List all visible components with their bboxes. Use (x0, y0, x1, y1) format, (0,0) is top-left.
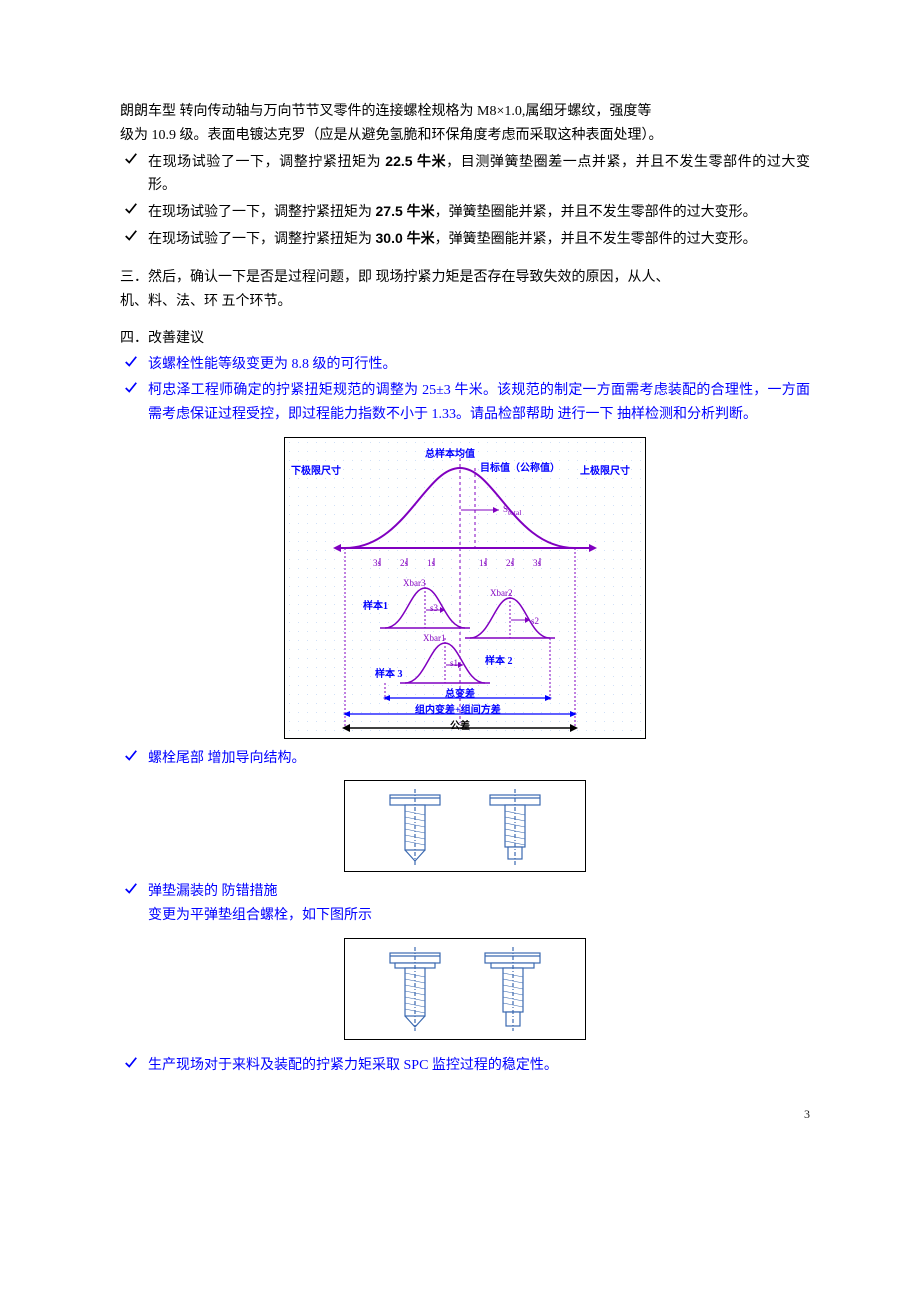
lbl-target: 目标值（公称值） (480, 460, 560, 477)
tick-3s-l: 3s (373, 556, 381, 571)
bolt-guide-figure (344, 780, 586, 872)
check-icon (124, 152, 138, 166)
distribution-chart: 下极限尺寸 上极限尺寸 总样本均值 目标值（公称值） Stotal 3s 2s … (284, 437, 646, 739)
lbl-ss1: s1 (450, 656, 458, 671)
lbl-within: 组内变差+组间方差 (415, 702, 501, 719)
suggestion-1-text: 该螺栓性能等级变更为 8.8 级的可行性。 (148, 357, 397, 372)
intro-line-2: 级为 10.9 级。表面电镀达克罗（应是从避免氢脆和环保角度考虑而采取这种表面处… (120, 124, 810, 148)
tick-1s-l: 1s (427, 556, 435, 571)
bolt-tail-text: 螺栓尾部 增加导向结构。 (148, 751, 306, 766)
test-3-val: 30.0 牛米 (376, 230, 435, 246)
test-item-1: 在现场试验了一下，调整拧紧扭矩为 22.5 牛米，目测弹簧垫圈差一点并紧，并且不… (120, 150, 810, 199)
spc-text: 生产现场对于来料及装配的拧紧力矩采取 SPC 监控过程的稳定性。 (148, 1058, 558, 1073)
suggestion-2-text: 柯忠泽工程师确定的拧紧扭矩规范的调整为 25±3 牛米。该规范的制定一方面需考虑… (148, 383, 810, 422)
lbl-ss2: s2 (531, 614, 539, 629)
page: 朗朗车型 转向传动轴与万向节节叉零件的连接螺栓规格为 M8×1.0,属细牙螺纹，… (0, 0, 920, 1164)
lbl-xbar3: Xbar3 (403, 576, 426, 591)
bolt-svg-1 (345, 781, 585, 871)
lbl-lower: 下极限尺寸 (291, 463, 341, 480)
lbl-tol: 公差 (450, 718, 470, 735)
test-3-pre: 在现场试验了一下，调整拧紧扭矩为 (148, 232, 376, 247)
test-2-val: 27.5 牛米 (376, 203, 435, 219)
bolt-washer-figure (344, 938, 586, 1040)
intro-line-1: 朗朗车型 转向传动轴与万向节节叉零件的连接螺栓规格为 M8×1.0,属细牙螺纹，… (120, 100, 810, 124)
bolt-svg-2 (345, 939, 585, 1039)
suggestion-spring: 弹垫漏装的 防错措施 变更为平弹垫组合螺栓，如下图所示 (120, 880, 810, 928)
lbl-s2: 样本 2 (485, 653, 513, 670)
test-1-pre: 在现场试验了一下，调整拧紧扭矩为 (148, 155, 385, 170)
test-3-post: ，弹簧垫圈能并紧，并且不发生零部件的过大变形。 (435, 232, 757, 247)
test-item-3: 在现场试验了一下，调整拧紧扭矩为 30.0 牛米，弹簧垫圈能并紧，并且不发生零部… (120, 227, 810, 252)
lbl-totvar: 总变差 (445, 686, 475, 703)
lbl-stotal: Stotal (503, 502, 521, 520)
tick-2s-r: 2s (506, 556, 514, 571)
check-icon (124, 749, 138, 763)
check-icon (124, 1056, 138, 1070)
test-2-pre: 在现场试验了一下，调整拧紧扭矩为 (148, 205, 376, 220)
check-icon (124, 202, 138, 216)
test-1-val: 22.5 牛米 (385, 153, 446, 169)
check-icon (124, 355, 138, 369)
check-icon (124, 381, 138, 395)
lbl-ss3: s3 (430, 601, 438, 616)
suggestion-1: 该螺栓性能等级变更为 8.8 级的可行性。 (120, 353, 810, 377)
section-4-title: 四．改善建议 (120, 327, 810, 351)
spring-l1: 弹垫漏装的 防错措施 (148, 884, 278, 899)
test-item-2: 在现场试验了一下，调整拧紧扭矩为 27.5 牛米，弹簧垫圈能并紧，并且不发生零部… (120, 200, 810, 225)
lbl-xbar2: Xbar2 (490, 586, 513, 601)
suggestion-bolt-tail: 螺栓尾部 增加导向结构。 (120, 747, 810, 771)
tick-1s-r: 1s (479, 556, 487, 571)
tick-3s-r: 3s (533, 556, 541, 571)
test-2-post: ，弹簧垫圈能并紧，并且不发生零部件的过大变形。 (435, 205, 757, 220)
lbl-mean: 总样本均值 (425, 446, 475, 463)
lbl-s3: 样本 3 (375, 666, 403, 683)
suggestion-spc: 生产现场对于来料及装配的拧紧力矩采取 SPC 监控过程的稳定性。 (120, 1054, 810, 1078)
lbl-s1: 样本1 (363, 598, 388, 615)
section-3-line-2: 机、料、法、环 五个环节。 (120, 290, 810, 314)
check-icon (124, 882, 138, 896)
suggestion-2: 柯忠泽工程师确定的拧紧扭矩规范的调整为 25±3 牛米。该规范的制定一方面需考虑… (120, 379, 810, 427)
spring-l2: 变更为平弹垫组合螺栓，如下图所示 (148, 908, 372, 923)
page-number: 3 (120, 1104, 810, 1124)
check-icon (124, 229, 138, 243)
lbl-upper: 上极限尺寸 (580, 463, 630, 480)
section-3-line-1: 三．然后，确认一下是否是过程问题，即 现场拧紧力矩是否存在导致失效的原因，从人、 (120, 266, 810, 290)
tick-2s-l: 2s (400, 556, 408, 571)
lbl-xbar1: Xbar1 (423, 631, 446, 646)
